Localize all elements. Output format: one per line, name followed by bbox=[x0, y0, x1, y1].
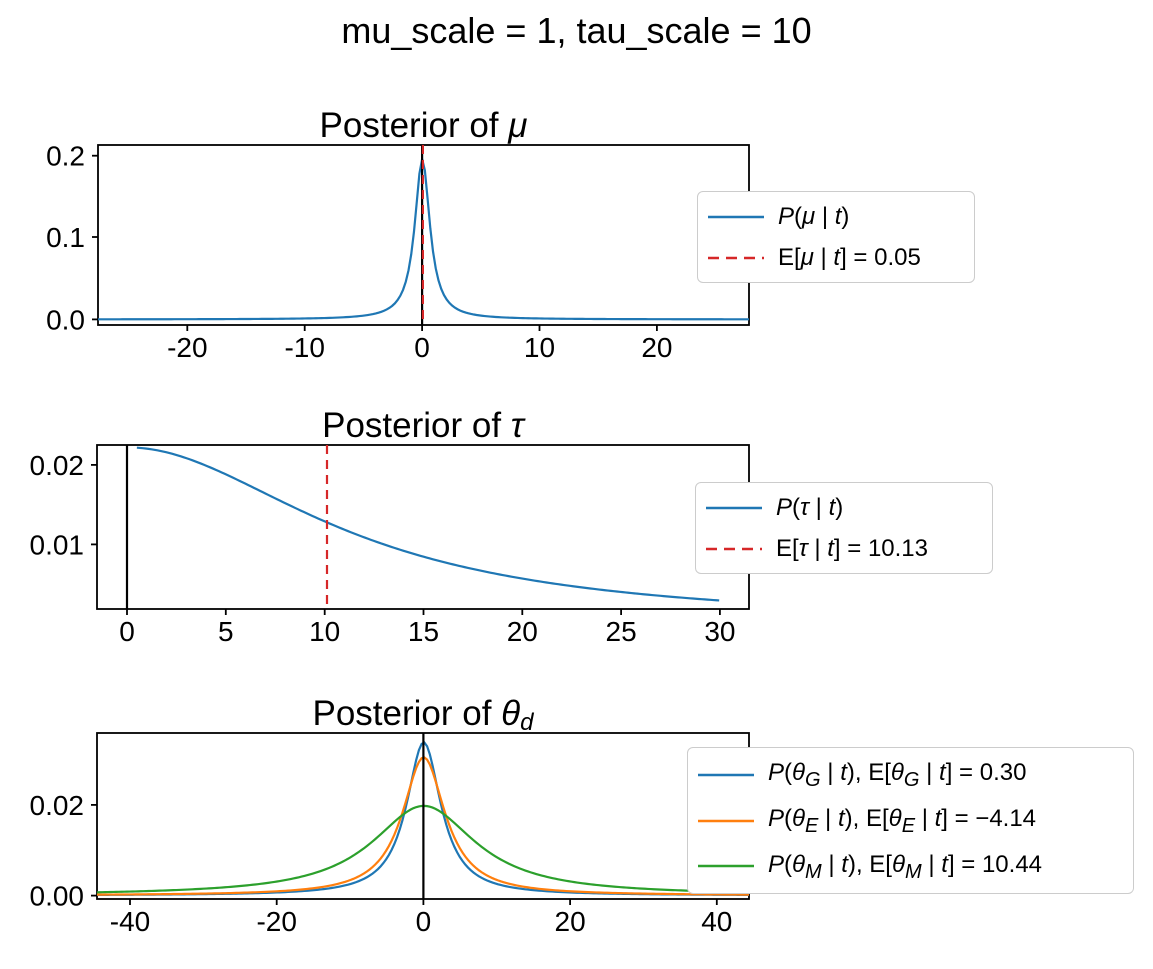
svg-text:30: 30 bbox=[704, 616, 735, 647]
svg-text:Posterior of μ: Posterior of μ bbox=[320, 106, 528, 145]
svg-text:20: 20 bbox=[507, 616, 538, 647]
svg-text:-20: -20 bbox=[256, 906, 296, 937]
svg-text:-40: -40 bbox=[110, 906, 150, 937]
svg-text:5: 5 bbox=[218, 616, 234, 647]
svg-text:-20: -20 bbox=[167, 332, 207, 363]
svg-text:0: 0 bbox=[414, 332, 430, 363]
svg-text:20: 20 bbox=[555, 906, 586, 937]
svg-text:0.01: 0.01 bbox=[30, 529, 85, 560]
svg-text:20: 20 bbox=[641, 332, 672, 363]
svg-text:Posterior of θd: Posterior of θd bbox=[312, 694, 534, 736]
svg-text:0.00: 0.00 bbox=[30, 881, 85, 912]
svg-text:0.02: 0.02 bbox=[30, 790, 85, 821]
svg-text:25: 25 bbox=[606, 616, 637, 647]
svg-text:0.1: 0.1 bbox=[46, 222, 85, 253]
svg-text:15: 15 bbox=[408, 616, 439, 647]
svg-text:10: 10 bbox=[524, 332, 555, 363]
svg-text:10: 10 bbox=[309, 616, 340, 647]
svg-text:40: 40 bbox=[701, 906, 732, 937]
svg-text:0: 0 bbox=[416, 906, 432, 937]
svg-text:-10: -10 bbox=[284, 332, 324, 363]
svg-text:0.02: 0.02 bbox=[30, 450, 85, 481]
svg-text:0.0: 0.0 bbox=[46, 304, 85, 335]
svg-text:0.2: 0.2 bbox=[46, 141, 85, 172]
svg-text:Posterior of τ: Posterior of τ bbox=[322, 406, 526, 445]
svg-text:0: 0 bbox=[119, 616, 135, 647]
